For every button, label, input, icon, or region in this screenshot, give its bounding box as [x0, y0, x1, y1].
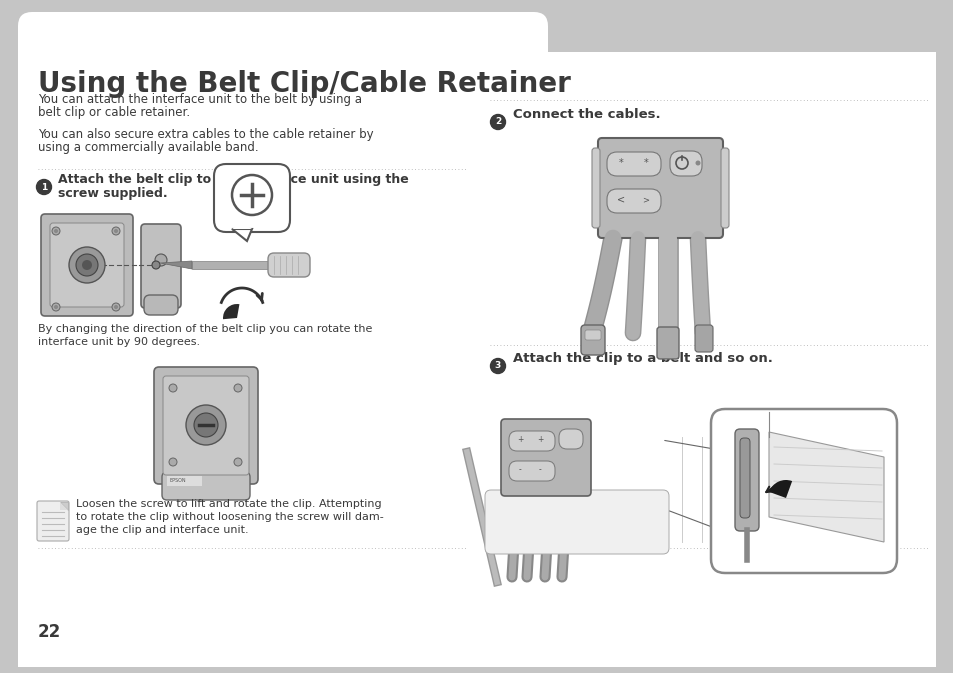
Text: Attach the clip to a belt and so on.: Attach the clip to a belt and so on. — [513, 352, 772, 365]
Circle shape — [169, 384, 177, 392]
Circle shape — [233, 458, 242, 466]
Text: screw supplied.: screw supplied. — [58, 187, 168, 200]
FancyBboxPatch shape — [606, 189, 660, 213]
FancyBboxPatch shape — [584, 330, 600, 340]
FancyBboxPatch shape — [213, 164, 290, 232]
FancyBboxPatch shape — [509, 431, 555, 451]
Text: >: > — [641, 195, 649, 205]
Bar — [18, 52, 935, 657]
Circle shape — [54, 229, 58, 233]
Circle shape — [169, 458, 177, 466]
FancyBboxPatch shape — [598, 138, 722, 238]
FancyBboxPatch shape — [657, 327, 679, 359]
Circle shape — [233, 384, 242, 392]
Text: 3: 3 — [495, 361, 500, 371]
Circle shape — [113, 229, 118, 233]
FancyBboxPatch shape — [580, 325, 604, 355]
Text: 2: 2 — [495, 118, 500, 127]
Polygon shape — [768, 432, 883, 542]
FancyBboxPatch shape — [558, 429, 582, 449]
Circle shape — [112, 227, 120, 235]
Circle shape — [76, 254, 98, 276]
FancyBboxPatch shape — [592, 148, 599, 228]
FancyBboxPatch shape — [500, 419, 590, 496]
FancyBboxPatch shape — [41, 214, 132, 316]
FancyBboxPatch shape — [720, 148, 728, 228]
FancyBboxPatch shape — [740, 438, 749, 518]
Text: +: + — [537, 435, 542, 444]
FancyBboxPatch shape — [141, 224, 181, 308]
FancyBboxPatch shape — [18, 52, 935, 662]
FancyBboxPatch shape — [669, 151, 701, 176]
Polygon shape — [160, 261, 192, 269]
Text: 22: 22 — [38, 623, 61, 641]
Circle shape — [52, 227, 60, 235]
FancyBboxPatch shape — [144, 295, 178, 315]
Bar — [167, 476, 202, 486]
FancyBboxPatch shape — [153, 367, 257, 484]
Text: You can also secure extra cables to the cable retainer by: You can also secure extra cables to the … — [38, 128, 374, 141]
Ellipse shape — [497, 502, 666, 552]
Text: -: - — [538, 466, 540, 474]
FancyBboxPatch shape — [162, 472, 250, 500]
Text: Connect the cables.: Connect the cables. — [513, 108, 659, 121]
Circle shape — [69, 247, 105, 283]
Text: Attach the belt clip to the interface unit using the: Attach the belt clip to the interface un… — [58, 173, 408, 186]
Polygon shape — [232, 223, 252, 229]
Circle shape — [490, 359, 505, 374]
Text: to rotate the clip without loosening the screw will dam-: to rotate the clip without loosening the… — [76, 512, 383, 522]
Text: Loosen the screw to lift and rotate the clip. Attempting: Loosen the screw to lift and rotate the … — [76, 499, 381, 509]
Text: Using the Belt Clip/Cable Retainer: Using the Belt Clip/Cable Retainer — [38, 70, 570, 98]
FancyBboxPatch shape — [695, 325, 712, 352]
Polygon shape — [60, 502, 68, 510]
Polygon shape — [232, 229, 252, 241]
Text: age the clip and interface unit.: age the clip and interface unit. — [76, 525, 249, 535]
Circle shape — [154, 254, 167, 266]
Text: 1: 1 — [41, 182, 47, 192]
Circle shape — [52, 303, 60, 311]
FancyBboxPatch shape — [163, 376, 249, 475]
Circle shape — [152, 261, 160, 269]
Text: +: + — [517, 435, 522, 444]
Circle shape — [186, 405, 226, 445]
Circle shape — [695, 160, 700, 166]
FancyBboxPatch shape — [734, 429, 759, 531]
FancyBboxPatch shape — [710, 409, 896, 573]
FancyBboxPatch shape — [50, 223, 124, 307]
Bar — [25, 25, 544, 65]
Text: By changing the direction of the belt clip you can rotate the: By changing the direction of the belt cl… — [38, 324, 372, 334]
Wedge shape — [768, 480, 791, 498]
Ellipse shape — [504, 509, 659, 545]
Text: EPSON: EPSON — [170, 478, 187, 483]
Circle shape — [54, 305, 58, 309]
FancyBboxPatch shape — [268, 253, 310, 277]
Text: using a commercially available band.: using a commercially available band. — [38, 141, 258, 154]
FancyBboxPatch shape — [509, 461, 555, 481]
Circle shape — [113, 305, 118, 309]
Text: <: < — [617, 195, 624, 205]
Text: interface unit by 90 degrees.: interface unit by 90 degrees. — [38, 337, 200, 347]
Text: You can attach the interface unit to the belt by using a: You can attach the interface unit to the… — [38, 93, 361, 106]
Polygon shape — [60, 502, 68, 510]
Polygon shape — [192, 261, 272, 269]
FancyBboxPatch shape — [484, 490, 668, 554]
Text: belt clip or cable retainer.: belt clip or cable retainer. — [38, 106, 190, 119]
Text: -: - — [518, 466, 521, 474]
FancyBboxPatch shape — [606, 152, 660, 176]
Circle shape — [193, 413, 218, 437]
Circle shape — [36, 180, 51, 194]
Text: *: * — [643, 158, 648, 168]
Circle shape — [82, 260, 91, 270]
Circle shape — [490, 114, 505, 129]
FancyBboxPatch shape — [18, 12, 547, 67]
Wedge shape — [223, 304, 239, 319]
FancyBboxPatch shape — [37, 501, 69, 541]
Circle shape — [112, 303, 120, 311]
Text: *: * — [618, 158, 622, 168]
